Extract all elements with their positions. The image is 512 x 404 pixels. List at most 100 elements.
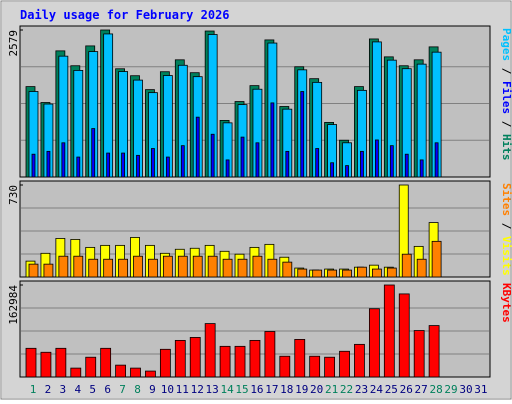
bar [339, 350, 350, 378]
x-tick-label: 15 [235, 383, 248, 396]
bar [270, 102, 275, 178]
bar [282, 261, 293, 278]
bar [118, 258, 128, 278]
bar [133, 255, 143, 278]
x-tick-label: 11 [176, 383, 189, 396]
y-tick-label: 730 [7, 185, 20, 205]
bar [130, 367, 141, 378]
bar [315, 148, 320, 178]
bar [85, 356, 97, 378]
bar [342, 269, 352, 278]
x-tick-label: 25 [385, 383, 398, 396]
y-tick-label: 162984 [7, 285, 20, 325]
bar [219, 345, 231, 378]
bar [428, 325, 440, 378]
legend-entry: Visits [500, 236, 512, 276]
x-tick-label: 18 [280, 383, 293, 396]
bar [434, 142, 439, 178]
bar [300, 91, 305, 178]
bar [28, 263, 39, 278]
bar [383, 284, 395, 378]
bar [55, 347, 67, 378]
legend-entry: Pages [500, 28, 512, 61]
bar [25, 347, 37, 378]
bar [177, 255, 188, 278]
bar [401, 253, 412, 278]
bar [115, 364, 126, 378]
bar [240, 136, 245, 178]
bar [106, 152, 111, 178]
bar [58, 255, 69, 278]
bar [386, 267, 397, 278]
bar [159, 348, 171, 378]
bar [70, 367, 82, 378]
bar [267, 258, 278, 278]
bar [210, 133, 215, 178]
chart-title: Daily usage for February 2026 [20, 8, 230, 22]
x-tick-label: 21 [325, 383, 338, 396]
x-tick-label: 17 [265, 383, 278, 396]
x-tick-label: 12 [191, 383, 204, 396]
bar [368, 308, 380, 378]
x-tick-label: 9 [149, 383, 156, 396]
x-tick-label: 6 [104, 383, 111, 396]
bar [255, 142, 260, 178]
x-tick-label: 27 [415, 383, 428, 396]
bar [73, 255, 84, 278]
x-tick-label: 13 [206, 383, 219, 396]
bar [43, 263, 54, 278]
bar [162, 255, 173, 278]
x-tick-label: 8 [134, 383, 141, 396]
x-tick-label: 7 [119, 383, 126, 396]
bar [31, 153, 36, 178]
bar [360, 150, 364, 178]
bar [237, 258, 248, 278]
bar [249, 339, 261, 378]
x-tick-label: 26 [400, 383, 413, 396]
bar [431, 240, 442, 278]
bar [324, 356, 336, 378]
bar [148, 258, 158, 278]
bar [151, 148, 155, 178]
x-tick-label: 22 [340, 383, 353, 396]
x-tick-label: 4 [74, 383, 81, 396]
bar [174, 339, 186, 378]
bar [294, 339, 306, 378]
bar [404, 153, 409, 178]
bar [192, 255, 203, 278]
x-tick-label: 16 [250, 383, 263, 396]
bar [419, 159, 424, 178]
x-tick-label: 23 [355, 383, 368, 396]
x-tick-label: 2 [45, 383, 52, 396]
x-tick-label: 1 [30, 383, 37, 396]
bar [180, 145, 185, 178]
y-tick-label: 2579 [7, 30, 20, 57]
bar [100, 347, 112, 378]
x-tick-label: 19 [295, 383, 308, 396]
x-tick-label: 29 [444, 383, 457, 396]
bar [398, 293, 410, 378]
bar [330, 162, 335, 178]
bar [285, 150, 290, 178]
x-tick-label: 30 [459, 383, 472, 396]
bar [312, 269, 323, 278]
bar [40, 351, 52, 378]
legend-separator: / [500, 216, 512, 236]
bar [234, 345, 246, 378]
bar [252, 255, 263, 278]
bar [345, 165, 349, 178]
legend-entry: KBytes [500, 283, 512, 323]
x-tick-label: 24 [370, 383, 384, 396]
bar [121, 152, 125, 178]
bar [145, 370, 156, 378]
bar [371, 268, 382, 278]
bar [374, 139, 379, 178]
bar [264, 331, 276, 378]
legend-separator: / [500, 114, 512, 134]
bar [389, 145, 394, 178]
bar [103, 258, 114, 278]
bar [357, 266, 367, 278]
x-tick-label: 20 [310, 383, 323, 396]
bar [309, 355, 321, 378]
